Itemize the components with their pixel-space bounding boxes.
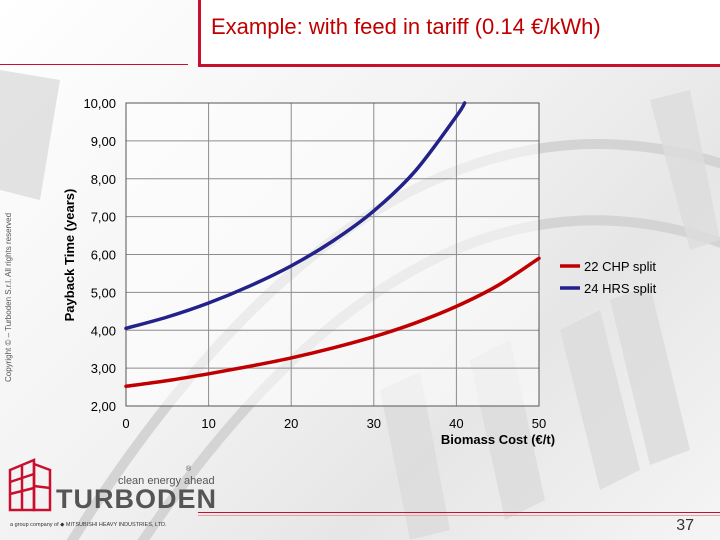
x-axis-title: Biomass Cost (€/t)	[441, 432, 555, 447]
company-line: a group company of ◆ MITSUBISHI HEAVY IN…	[10, 522, 167, 528]
logo-brand: TURBODEN	[56, 484, 217, 514]
y-tick-label: 9,00	[91, 134, 116, 149]
x-tick-label: 20	[284, 416, 298, 431]
x-tick-label: 10	[201, 416, 215, 431]
legend-label: 24 HRS split	[584, 281, 657, 296]
y-tick-label: 4,00	[91, 323, 116, 338]
y-tick-label: 7,00	[91, 210, 116, 225]
title-frame: Example: with feed in tariff (0.14 €/kWh…	[198, 0, 720, 67]
series-line-2	[124, 101, 467, 331]
y-tick-label: 2,00	[91, 399, 116, 414]
y-tick-label: 6,00	[91, 248, 116, 263]
x-tick-label: 50	[532, 416, 546, 431]
y-tick-label: 10,00	[83, 96, 116, 111]
slide-title: Example: with feed in tariff (0.14 €/kWh…	[211, 14, 601, 39]
x-tick-label: 0	[122, 416, 129, 431]
y-axis-title: Payback Time (years)	[62, 189, 77, 322]
logo-tagline: clean energy ahead	[118, 475, 215, 487]
page-number: 37	[676, 517, 694, 534]
title-rule	[0, 64, 188, 65]
y-tick-label: 5,00	[91, 285, 116, 300]
series-line-1	[124, 256, 541, 389]
plot-border	[125, 102, 540, 407]
legend-label: 22 CHP split	[584, 259, 656, 274]
chart-legend: 22 CHP split 24 HRS split	[560, 259, 657, 296]
registered-mark: ®	[186, 466, 192, 473]
turboden-logo-icon	[8, 458, 52, 512]
x-tick-label: 40	[449, 416, 463, 431]
y-tick-label: 8,00	[91, 172, 116, 187]
chart-axes: 0 10 20 30 40 50 2,00 3,00 4,00 5,00 6,00 7,00 8,00 9…	[83, 96, 546, 431]
y-tick-label: 3,00	[91, 361, 116, 376]
footer-rule	[198, 512, 720, 513]
chart-series	[124, 101, 541, 389]
x-tick-label: 30	[367, 416, 381, 431]
footer-rule-light	[198, 515, 720, 516]
